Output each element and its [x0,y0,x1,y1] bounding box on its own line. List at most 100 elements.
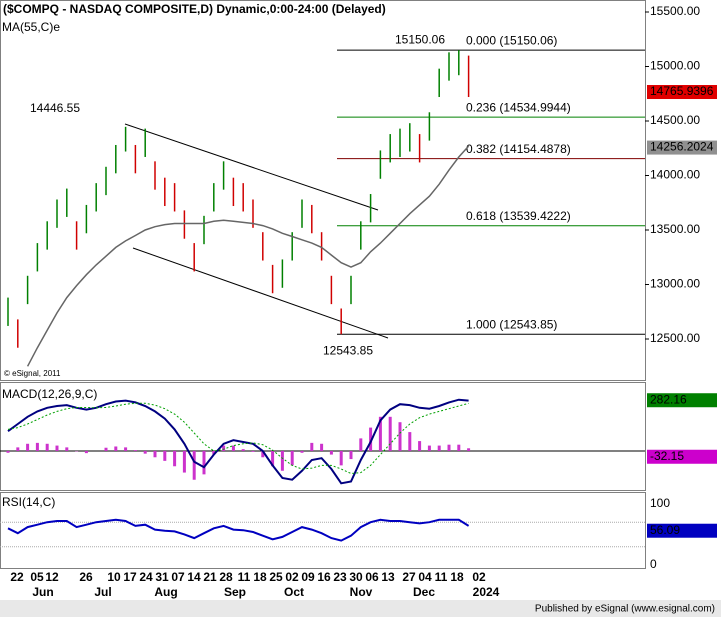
histogram-bar [467,448,471,451]
x-tick-label: 14 [187,570,201,584]
peak-label: 12543.85 [323,343,373,357]
histogram-bar [427,445,431,451]
y-tick-label: 14000.00 [650,168,700,182]
month-label: Jun [32,585,53,599]
peak-label: 15150.06 [395,32,445,46]
histogram-bar [261,450,265,458]
x-tick-label: 02 [285,570,299,584]
histogram-bar [26,443,30,451]
x-tick-label: 11 [435,570,448,584]
x-tick-label: 13 [381,570,395,584]
histogram-bar [408,432,412,451]
histogram-bar [45,443,49,451]
histogram-bar [143,450,147,454]
x-tick-label: 24 [139,570,153,584]
x-tick-label: 16 [317,570,331,584]
histogram-bar [133,450,137,451]
histogram-bar [447,444,451,451]
histogram-bar [202,450,206,475]
macd-panel [0,382,646,491]
y-tick-label: 15500.00 [650,4,700,18]
histogram-bar [320,443,324,451]
histogram-bar [114,446,118,451]
y-tick-label: 12500.00 [650,331,700,345]
signal-line [7,402,469,475]
value-tag-box [647,85,717,100]
watermark: © eSignal, 2011 [4,369,61,378]
fib-label: 0.618 (13539.4222) [466,209,571,223]
rsi-title: RSI(14,C) [2,495,55,509]
histogram-bar [241,449,245,451]
histogram-bar [251,450,255,452]
month-label: 2024 [473,585,500,599]
x-tick-label: 23 [333,570,347,584]
moving-average [26,145,470,367]
value-tag-box [647,140,717,155]
histogram-bar [280,450,284,471]
y-tick-label: 100 [650,496,670,510]
y-tick-label: 13000.00 [650,277,700,291]
rsi-panel [0,492,646,569]
value-tag-label: -32.15 [650,449,684,463]
y-tick-label: 13500.00 [650,222,700,236]
histogram-bar [192,450,196,480]
value-tag-box [647,449,717,464]
x-tick-label: 12 [45,570,59,584]
channel-lower [132,247,389,339]
histogram-bar [349,450,353,460]
x-tick-label: 18 [450,570,464,584]
y-tick-label: 15000.00 [650,59,700,73]
histogram-bar [369,427,373,451]
month-label: Jul [94,585,111,599]
histogram-bar [231,445,235,451]
value-tag-box [647,523,717,538]
histogram-bar [153,450,157,458]
fib-label: 0.382 (14154.4878) [466,142,571,156]
x-tick-label: 17 [123,570,137,584]
x-tick-label: 28 [219,570,233,584]
footer: Published by eSignal (www.esignal.com) [535,604,715,615]
x-tick-label: 07 [171,570,185,584]
value-tag-label: 14765.9396 [650,84,714,98]
histogram-bar [6,450,10,453]
histogram-bar [388,416,392,451]
chart-title: ($COMPQ - NASDAQ COMPOSITE,D) Dynamic,0:… [3,2,386,16]
x-tick-label: 02 [472,570,486,584]
histogram-bar [163,450,167,461]
x-tick-label: 21 [203,570,217,584]
histogram-bar [359,438,363,451]
month-label: Nov [350,585,373,599]
histogram-bar [271,450,275,467]
x-tick-label: 18 [253,570,267,584]
histogram-bar [437,445,441,451]
x-tick-label: 31 [155,570,169,584]
x-tick-label: 11 [238,570,251,584]
macd-title: MACD(12,26,9,C) [2,387,97,401]
value-tag-box [647,393,717,408]
histogram-bar [398,422,402,451]
x-tick-label: 25 [269,570,283,584]
x-tick-label: 27 [402,570,416,584]
histogram-bar [378,416,382,451]
histogram-bar [457,444,461,451]
y-tick-label: 14500.00 [650,113,700,127]
x-tick-label: 09 [301,570,315,584]
histogram-bar [104,447,108,451]
fib-label: 1.000 (12543.85) [466,317,557,331]
footer-bar [0,600,721,617]
month-label: Oct [284,585,304,599]
value-tag-label: 56.09 [650,523,680,537]
x-tick-label: 10 [107,570,121,584]
peak-label: 14446.55 [30,101,80,115]
value-tag-label: 282.16 [650,392,687,406]
x-tick-label: 05 [30,570,44,584]
x-tick-label: 30 [349,570,363,584]
histogram-bar [55,445,59,451]
histogram-bar [173,450,177,467]
histogram-bar [290,450,294,466]
month-label: Aug [154,585,177,599]
histogram-bar [65,447,69,451]
x-tick-label: 26 [79,570,93,584]
rsi-line [7,518,470,542]
